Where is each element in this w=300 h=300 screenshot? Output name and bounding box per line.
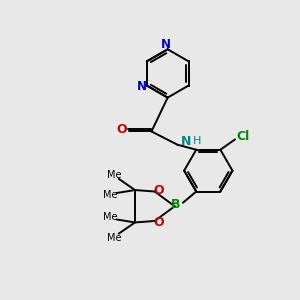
Text: B: B	[171, 198, 180, 211]
Text: O: O	[117, 124, 127, 136]
Text: Me: Me	[106, 233, 121, 243]
Text: Me: Me	[103, 190, 117, 200]
Text: N: N	[136, 80, 146, 94]
Text: O: O	[153, 216, 164, 229]
Text: Cl: Cl	[237, 130, 250, 143]
Text: N: N	[181, 135, 191, 148]
Text: Me: Me	[103, 212, 117, 222]
Text: O: O	[153, 184, 164, 196]
Text: Me: Me	[106, 170, 121, 180]
Text: H: H	[193, 136, 202, 146]
Text: N: N	[161, 38, 171, 50]
